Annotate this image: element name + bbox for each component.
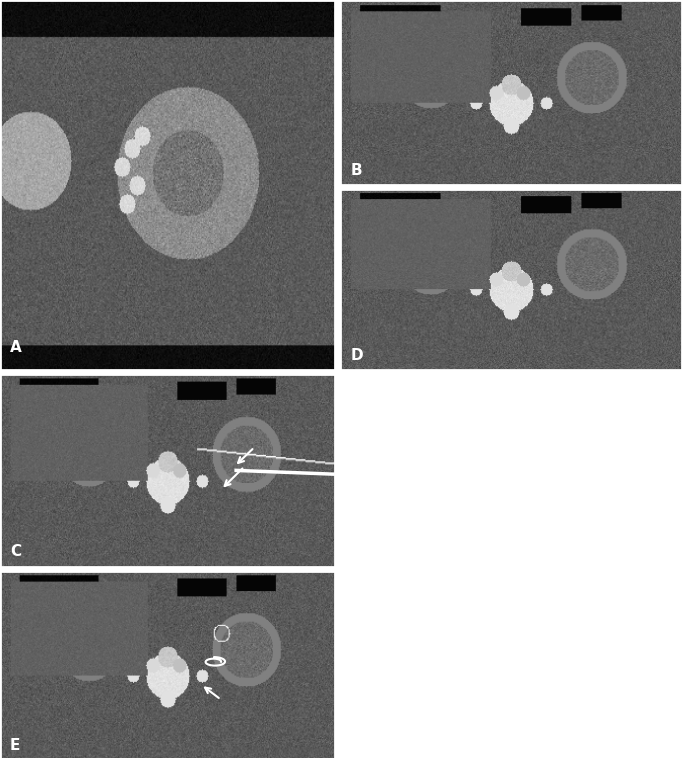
Text: C: C	[10, 544, 21, 559]
Text: E: E	[10, 738, 20, 753]
Text: A: A	[10, 340, 22, 355]
Text: D: D	[351, 348, 364, 362]
Text: B: B	[351, 162, 362, 177]
